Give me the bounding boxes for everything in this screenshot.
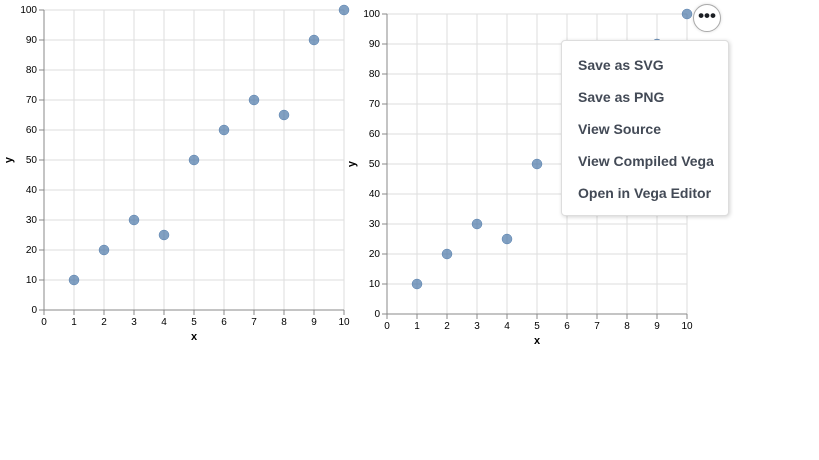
y-tick-label: 90	[26, 35, 38, 46]
x-tick-label: 10	[681, 321, 693, 332]
y-tick-label: 60	[26, 125, 38, 136]
data-point	[411, 278, 423, 290]
y-tick-label: 100	[20, 5, 37, 16]
y-axis-title: y	[346, 160, 358, 167]
menu-item-save-svg[interactable]: Save as SVG	[578, 57, 664, 73]
x-axis-title: x	[534, 335, 541, 347]
data-point	[441, 248, 453, 260]
data-point	[68, 274, 80, 286]
x-tick-label: 8	[281, 317, 287, 328]
y-tick-label: 40	[369, 189, 381, 200]
y-tick-label: 50	[369, 159, 381, 170]
x-tick-label: 2	[444, 321, 450, 332]
x-tick-label: 1	[414, 321, 420, 332]
data-point	[501, 233, 513, 245]
x-tick-label: 4	[504, 321, 510, 332]
data-point	[128, 214, 140, 226]
data-point	[188, 154, 200, 166]
x-tick-label: 7	[251, 317, 257, 328]
y-tick-label: 10	[369, 279, 381, 290]
x-tick-label: 1	[71, 317, 77, 328]
x-tick-label: 10	[338, 317, 350, 328]
menu-item-view-source[interactable]: View Source	[578, 121, 662, 137]
y-tick-label: 70	[26, 95, 38, 106]
data-point	[471, 218, 483, 230]
data-point	[98, 244, 110, 256]
x-tick-label: 2	[101, 317, 107, 328]
y-tick-label: 90	[369, 39, 381, 50]
more-horizontal-icon: •••	[698, 6, 716, 25]
x-tick-label: 8	[624, 321, 630, 332]
menu-item-open-vega-editor[interactable]: Open in Vega Editor	[578, 185, 712, 201]
y-tick-label: 60	[369, 129, 381, 140]
y-tick-label: 30	[369, 219, 381, 230]
x-axis-title: x	[191, 331, 198, 343]
x-tick-label: 4	[161, 317, 167, 328]
actions-menu-button[interactable]: •••	[693, 4, 721, 32]
y-axis-title: y	[3, 156, 15, 163]
x-tick-label: 3	[474, 321, 480, 332]
x-tick-label: 9	[654, 321, 660, 332]
y-tick-label: 10	[26, 275, 38, 286]
y-tick-label: 40	[26, 185, 38, 196]
menu-item-save-png[interactable]: Save as PNG	[578, 89, 665, 105]
data-point	[248, 94, 260, 106]
x-tick-label: 3	[131, 317, 137, 328]
data-point	[218, 124, 230, 136]
x-tick-label: 0	[384, 321, 390, 332]
y-tick-label: 20	[369, 249, 381, 260]
x-tick-label: 0	[41, 317, 47, 328]
x-tick-label: 7	[594, 321, 600, 332]
y-tick-label: 30	[26, 215, 38, 226]
y-tick-label: 0	[374, 309, 380, 320]
actions-menu: Save as SVG Save as PNG View Source View…	[561, 40, 729, 216]
data-point	[278, 109, 290, 121]
x-tick-label: 5	[191, 317, 197, 328]
y-tick-label: 0	[31, 305, 37, 316]
data-point	[531, 158, 543, 170]
x-tick-label: 5	[534, 321, 540, 332]
y-tick-label: 80	[369, 69, 381, 80]
x-tick-label: 6	[564, 321, 570, 332]
data-point	[681, 8, 693, 20]
y-tick-label: 50	[26, 155, 38, 166]
x-tick-label: 9	[311, 317, 317, 328]
y-tick-label: 20	[26, 245, 38, 256]
data-point	[308, 34, 320, 46]
data-point	[338, 4, 350, 16]
y-tick-label: 100	[363, 9, 380, 20]
menu-item-view-compiled-vega[interactable]: View Compiled Vega	[578, 153, 714, 169]
y-tick-label: 80	[26, 65, 38, 76]
data-point	[158, 229, 170, 241]
x-tick-label: 6	[221, 317, 227, 328]
y-tick-label: 70	[369, 99, 381, 110]
